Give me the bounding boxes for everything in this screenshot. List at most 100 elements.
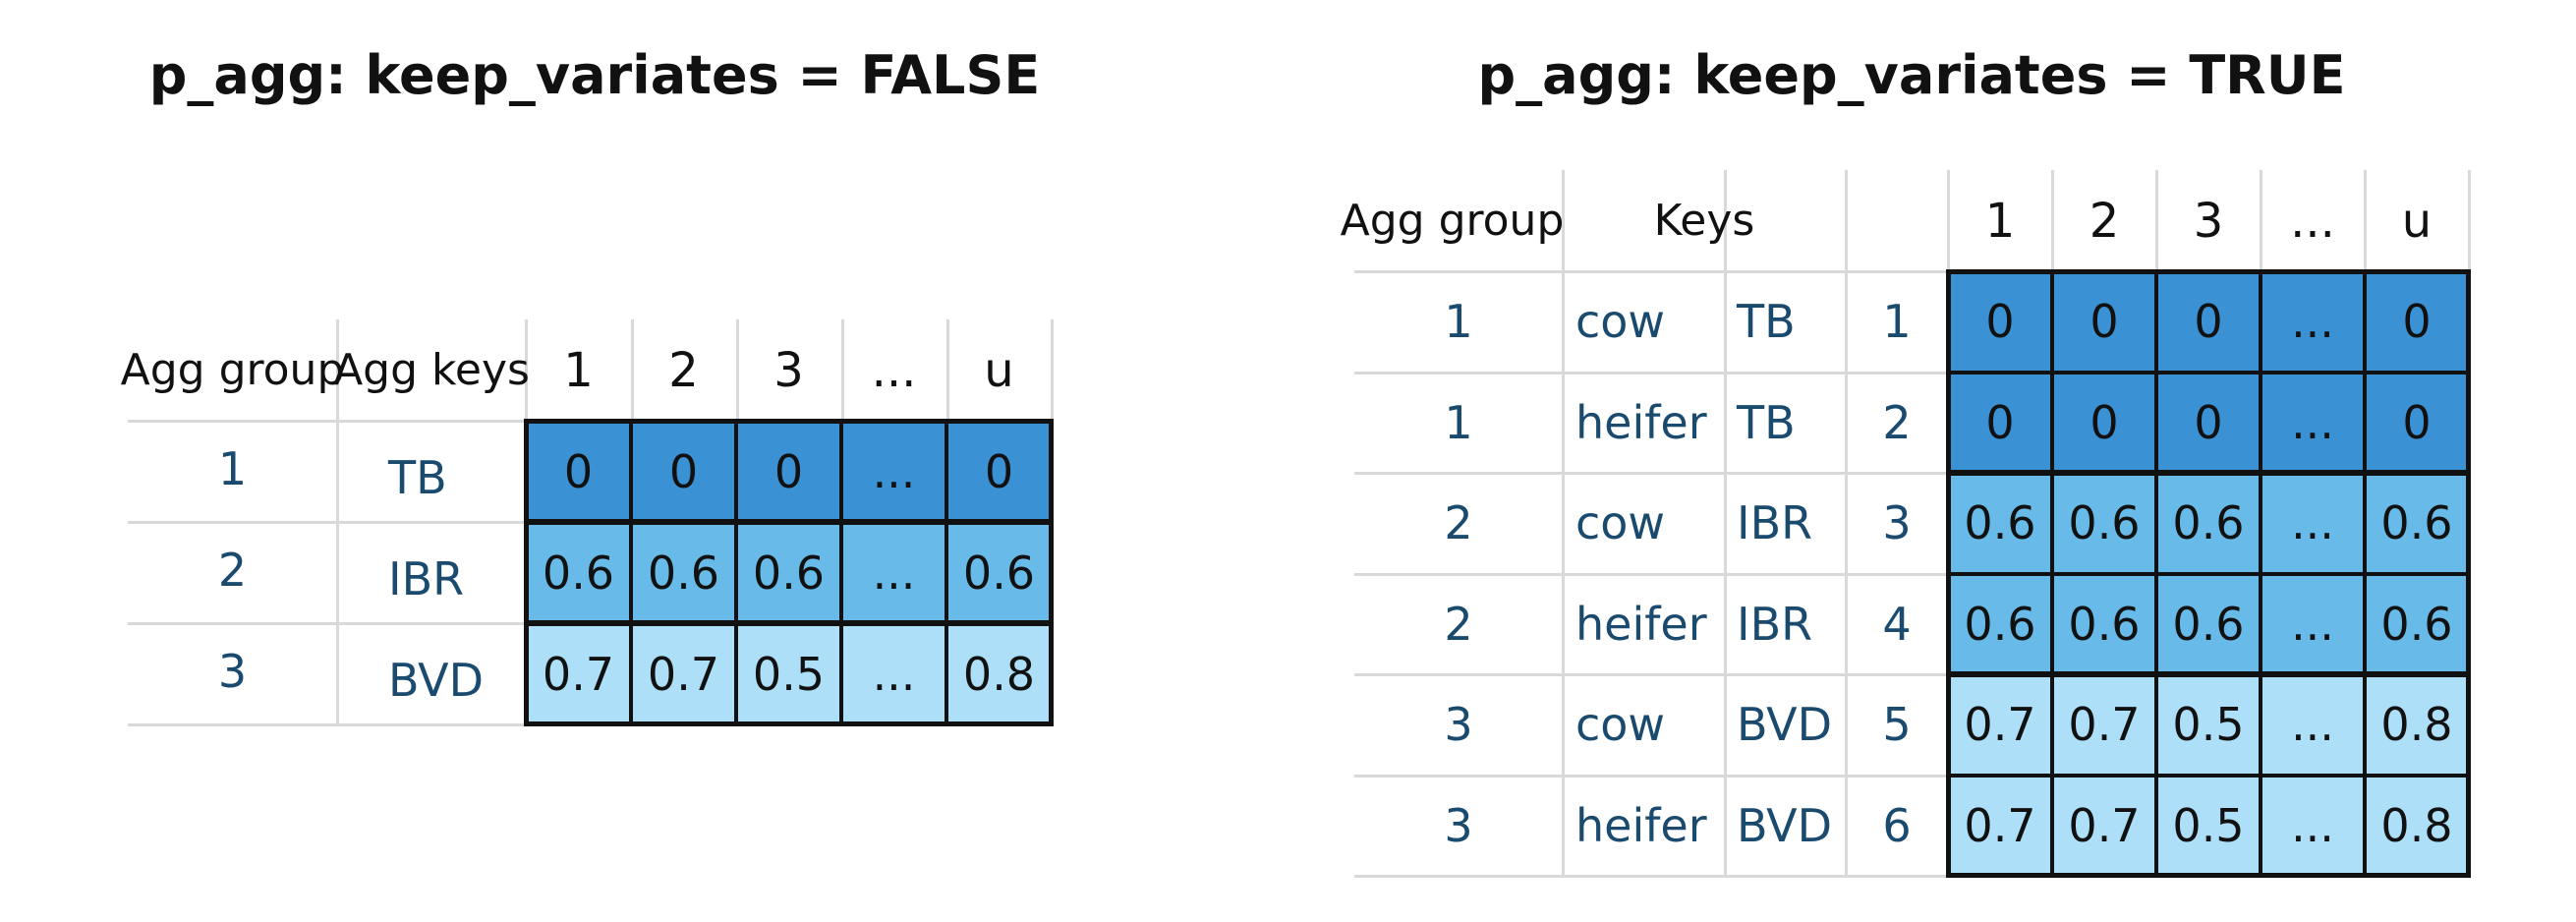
probability-cell: 0.6 — [2052, 573, 2156, 674]
row-agg-group: 2 — [1444, 597, 1473, 651]
probability-cell: ... — [2261, 473, 2365, 574]
grid-line-horizontal — [1354, 875, 2469, 878]
probability-cell: 0.7 — [631, 623, 736, 724]
row-agg-key: BVD — [388, 653, 485, 707]
probability-cell: ... — [2261, 271, 2365, 373]
row-index: 6 — [1882, 798, 1912, 852]
row-key-disease: TB — [1737, 295, 1796, 349]
probability-cell: 0 — [2052, 372, 2156, 473]
right-panel-title: p_agg: keep_variates = TRUE — [1477, 44, 2346, 106]
header-agg-keys: Agg keys — [333, 345, 530, 395]
header-variate-col: u — [2401, 193, 2433, 249]
probability-cell: 0.6 — [2052, 473, 2156, 574]
probability-cell: 0.8 — [2365, 674, 2469, 776]
probability-cell: 0.7 — [1948, 775, 2052, 876]
row-agg-group: 3 — [1444, 798, 1473, 852]
probability-cell: ... — [841, 421, 946, 522]
probability-cell: 0.7 — [1948, 674, 2052, 776]
header-variate-col: 3 — [2193, 193, 2224, 249]
grid-line-horizontal — [1354, 371, 2469, 375]
row-key-animal: heifer — [1575, 597, 1707, 651]
row-key-animal: cow — [1575, 496, 1666, 550]
row-key-disease: BVD — [1737, 798, 1833, 852]
row-agg-group: 3 — [1444, 698, 1473, 752]
probability-cell: 0.7 — [2052, 674, 2156, 776]
probability-cell: 0.8 — [2365, 775, 2469, 876]
row-index: 3 — [1882, 496, 1912, 550]
header-agg-group: Agg group — [120, 345, 345, 395]
header-variate-col: ... — [871, 342, 917, 398]
probability-cell: 0 — [2052, 271, 2156, 373]
probability-cell: ... — [841, 522, 946, 623]
probability-cell: ... — [2261, 372, 2365, 473]
probability-cell: ... — [2261, 775, 2365, 876]
probability-cell: 0.6 — [2156, 473, 2261, 574]
probability-cell: 0.6 — [1948, 573, 2052, 674]
probability-cell: 0 — [2156, 372, 2261, 473]
probability-cell: 0.6 — [526, 522, 631, 623]
probability-cell: 0 — [946, 421, 1052, 522]
grid-line-horizontal — [1354, 673, 2469, 676]
grid-line-horizontal — [1354, 572, 2469, 576]
row-key-disease: TB — [1737, 395, 1796, 449]
row-key-disease: IBR — [1737, 496, 1813, 550]
row-key-disease: IBR — [1737, 597, 1813, 651]
probability-cell: 0.5 — [2156, 674, 2261, 776]
probability-cell: 0 — [631, 421, 736, 522]
row-key-animal: heifer — [1575, 395, 1707, 449]
probability-cell: 0.6 — [2365, 473, 2469, 574]
grid-line-vertical — [1724, 170, 1727, 876]
grid-line-horizontal — [1354, 774, 2469, 778]
header-keys: Keys — [1653, 196, 1755, 246]
row-agg-key: IBR — [388, 551, 465, 605]
probability-cell: 0.7 — [2052, 775, 2156, 876]
row-agg-group: 1 — [1444, 295, 1473, 349]
probability-cell: 0 — [736, 421, 841, 522]
header-variate-col: 1 — [563, 342, 594, 398]
probability-cell: ... — [2261, 674, 2365, 776]
row-agg-group: 1 — [217, 441, 248, 495]
header-variate-col: 1 — [1984, 193, 2016, 249]
header-variate-col: 2 — [2089, 193, 2120, 249]
row-agg-group: 2 — [217, 543, 248, 597]
probability-cell: 0.6 — [1948, 473, 2052, 574]
probability-cell: ... — [841, 623, 946, 724]
row-agg-group: 3 — [217, 644, 248, 698]
probability-cell: 0 — [2365, 372, 2469, 473]
grid-line-horizontal — [1354, 472, 2469, 475]
row-agg-key: TB — [388, 450, 447, 504]
header-variate-col: ... — [2290, 193, 2335, 249]
probability-cell: 0.6 — [736, 522, 841, 623]
probability-cell: 0 — [526, 421, 631, 522]
probability-cell: 0.6 — [631, 522, 736, 623]
probability-cell: 0 — [1948, 271, 2052, 373]
row-key-animal: heifer — [1575, 798, 1707, 852]
probability-cell: 0 — [2156, 271, 2261, 373]
left-panel-title: p_agg: keep_variates = FALSE — [148, 44, 1041, 106]
grid-line-horizontal — [1354, 270, 2469, 273]
row-key-animal: cow — [1575, 295, 1666, 349]
row-index: 5 — [1882, 698, 1912, 752]
probability-cell: 0.5 — [736, 623, 841, 724]
probability-cell: 0.5 — [2156, 775, 2261, 876]
row-index: 2 — [1882, 395, 1912, 449]
row-index: 1 — [1882, 295, 1912, 349]
row-agg-group: 2 — [1444, 496, 1473, 550]
probability-cell: 0.8 — [946, 623, 1052, 724]
grid-line-vertical — [1845, 170, 1848, 876]
probability-cell: 0.7 — [526, 623, 631, 724]
probability-cell: 0 — [1948, 372, 2052, 473]
probability-cell: 0.6 — [2156, 573, 2261, 674]
row-key-disease: BVD — [1737, 698, 1833, 752]
probability-cell: 0.6 — [2365, 573, 2469, 674]
probability-cell: 0 — [2365, 271, 2469, 373]
header-variate-col: 2 — [668, 342, 699, 398]
header-variate-col: u — [984, 342, 1014, 398]
header-variate-col: 3 — [773, 342, 804, 398]
probability-cell: ... — [2261, 573, 2365, 674]
row-index: 4 — [1882, 597, 1912, 651]
header-agg-group: Agg group — [1340, 196, 1565, 246]
row-agg-group: 1 — [1444, 395, 1473, 449]
probability-cell: 0.6 — [946, 522, 1052, 623]
row-key-animal: cow — [1575, 698, 1666, 752]
